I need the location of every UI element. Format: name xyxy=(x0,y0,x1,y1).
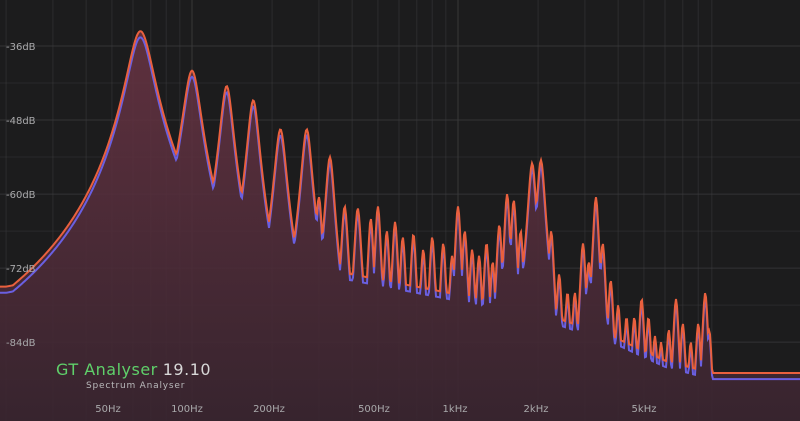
app-name: GT Analyser xyxy=(56,360,158,379)
db-label-48: -48dB xyxy=(6,116,36,127)
freq-label-500hz: 500Hz xyxy=(358,404,390,415)
db-label-72: -72dB xyxy=(6,264,36,275)
app-brand: GT Analyser 19.10 xyxy=(56,360,211,379)
db-label-60: -60dB xyxy=(6,190,36,201)
freq-label-50hz: 50Hz xyxy=(95,404,121,415)
app-version: 19.10 xyxy=(162,360,212,379)
freq-label-100hz: 100Hz xyxy=(171,404,203,415)
spectrum-fill xyxy=(0,31,800,421)
freq-label-5khz: 5kHz xyxy=(631,404,657,415)
orange-spectrum-line xyxy=(0,30,800,375)
freq-label-1khz: 1kHz xyxy=(442,404,468,415)
freq-label-2khz: 2kHz xyxy=(523,404,549,415)
freq-label-200hz: 200Hz xyxy=(253,404,285,415)
app-subtitle: Spectrum Analyser xyxy=(86,381,186,391)
db-label-36: -36dB xyxy=(6,42,36,53)
db-label-84: -84dB xyxy=(6,338,36,349)
